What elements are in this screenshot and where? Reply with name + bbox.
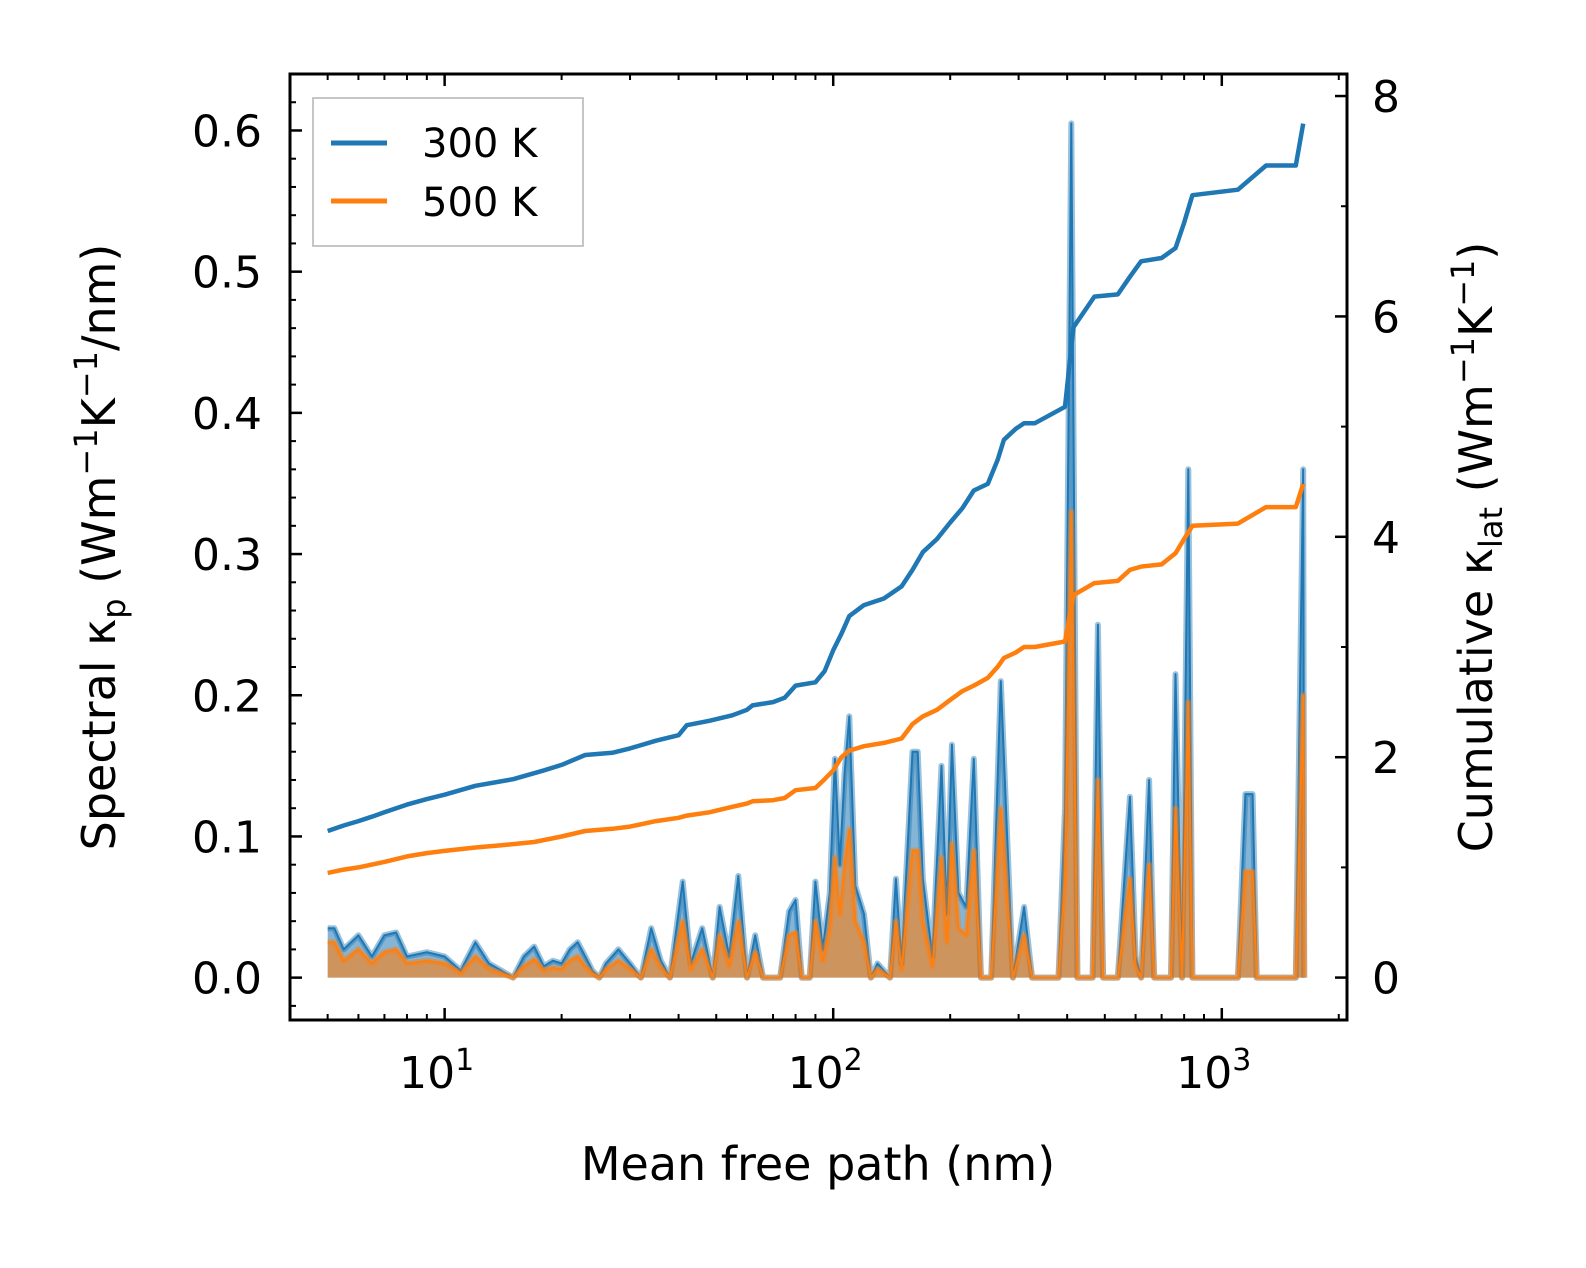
axis-ticks: 101 102 103 0.0 0.1 0.2 0.3 0.4 0.5 0.6 0 2 4 6 8 <box>192 72 1400 1099</box>
legend-box <box>312 97 584 247</box>
x-tick-label: 101 <box>399 1043 474 1099</box>
y-right-tick-label: 2 <box>1372 733 1400 784</box>
y-left-tick-label: 0.0 <box>192 954 262 1005</box>
cumulative-lines <box>326 123 1306 876</box>
legend-label-300k: 300 K <box>422 121 539 167</box>
legend-label-500k: 500 K <box>422 180 539 226</box>
legend: 300 K 500 K <box>312 97 584 247</box>
x-tick-label: 103 <box>1176 1043 1251 1099</box>
y-right-tick-label: 8 <box>1372 72 1400 123</box>
y-axis-title-left: Spectral κp (Wm−1K−1/nm) <box>67 244 133 851</box>
spectral-lines <box>327 120 1308 981</box>
y-left-tick-label: 0.3 <box>192 530 262 581</box>
y-axis-title-right: Cumulative κlat (Wm−1K−1) <box>1444 242 1510 853</box>
plot-frame <box>288 72 1349 1022</box>
y-left-tick-label: 0.2 <box>192 671 262 722</box>
y-right-tick-label: 4 <box>1372 513 1400 564</box>
x-axis-title: Mean free path (nm) <box>581 1137 1055 1191</box>
y-left-tick-label: 0.4 <box>192 389 262 440</box>
y-left-tick-label: 0.5 <box>192 248 262 299</box>
y-left-tick-label: 0.6 <box>192 106 262 157</box>
y-right-tick-label: 6 <box>1372 292 1400 343</box>
y-right-tick-label: 0 <box>1372 954 1400 1005</box>
cumulative-line-500k <box>327 483 1306 876</box>
spectral-line-500k <box>327 510 1306 979</box>
cumulative-line-300k <box>326 123 1306 834</box>
x-tick-label: 102 <box>788 1043 863 1099</box>
y-left-tick-label: 0.1 <box>192 812 262 863</box>
